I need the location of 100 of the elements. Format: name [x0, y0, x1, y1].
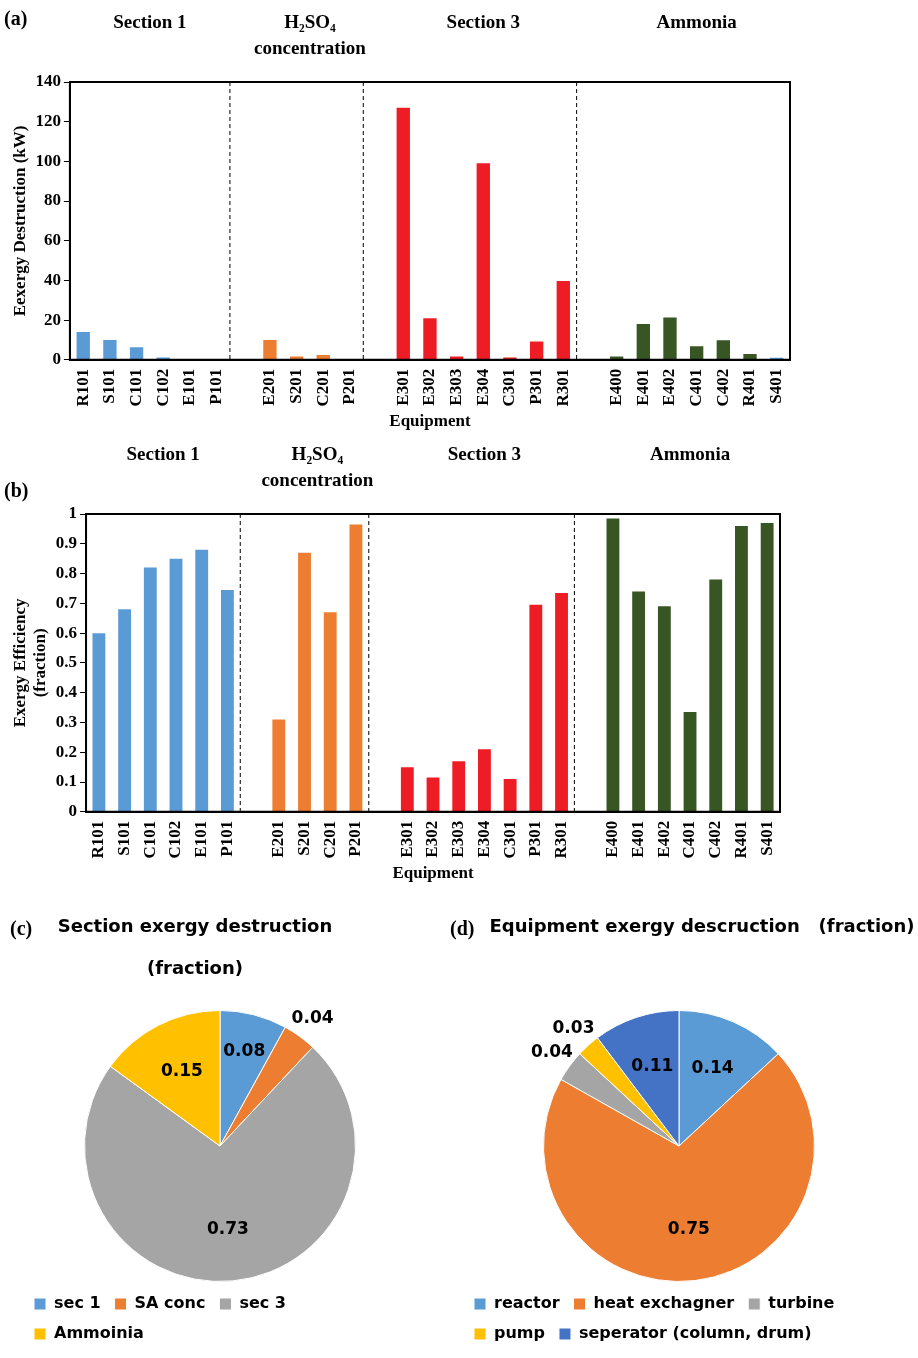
x-tick-label: C401 — [686, 368, 706, 407]
x-tick-label: R301 — [550, 820, 570, 859]
bar — [449, 356, 464, 360]
y-tick-label: 0.2 — [55, 741, 78, 761]
bar — [195, 549, 209, 812]
y-tick-label: 140 — [35, 71, 61, 91]
bar — [220, 589, 234, 812]
bar — [683, 712, 697, 812]
legend-label: reactor — [494, 1293, 560, 1313]
bar — [657, 606, 671, 812]
x-tick-label: S201 — [285, 368, 305, 404]
y-tick-label: 100 — [35, 150, 61, 170]
x-tick-label: C101 — [139, 820, 159, 859]
bar — [263, 339, 277, 360]
bar — [452, 761, 466, 812]
bar — [426, 777, 440, 812]
bar — [423, 318, 437, 360]
bar — [760, 522, 774, 812]
y-tick-label: 0.6 — [55, 622, 78, 642]
data-label: 0.03 — [552, 1017, 595, 1038]
x-tick-label: E101 — [179, 368, 199, 406]
text: Section 1 — [113, 11, 187, 33]
bar — [349, 524, 363, 812]
x-tick-label: S201 — [293, 820, 313, 856]
text: Ammonia — [649, 443, 731, 465]
x-tick-label: E302 — [422, 820, 442, 858]
bar — [529, 604, 543, 812]
bar — [556, 281, 570, 360]
data-label: 0.15 — [160, 1059, 203, 1080]
bar — [636, 324, 650, 360]
x-tick-label: E402 — [659, 368, 679, 406]
legend-label: pump — [494, 1323, 545, 1343]
bar — [689, 346, 704, 360]
y-tick-label: 0.8 — [55, 562, 78, 582]
x-tick-label: R301 — [552, 368, 572, 407]
x-tick-label: E301 — [392, 368, 412, 406]
bar — [92, 633, 106, 812]
legend-label: heat exchagner — [593, 1293, 735, 1313]
chart-title: Section exergy destruction (fraction) — [57, 914, 333, 978]
x-tick-label: C301 — [499, 820, 519, 859]
x-tick-label: E303 — [446, 368, 466, 406]
bar — [529, 341, 544, 360]
bar — [743, 354, 757, 360]
bar — [606, 518, 620, 812]
bar — [735, 525, 748, 812]
text: (b) — [4, 479, 29, 503]
x-tick-label: E401 — [628, 820, 648, 858]
chart-title: Equipment exergy descruction (fraction) — [489, 914, 915, 936]
x-tick-label: C102 — [165, 820, 185, 859]
x-tick-label: E201 — [268, 820, 288, 858]
bar — [289, 356, 304, 360]
y-tick-label: 0.3 — [55, 711, 78, 731]
bar — [503, 779, 517, 812]
y-tick-label: 0.5 — [55, 652, 78, 672]
bar — [169, 558, 183, 812]
text: Section 3 — [446, 11, 520, 33]
y-tick-label: 1 — [68, 503, 78, 523]
x-tick-label: E304 — [473, 820, 493, 858]
text: Ammonia — [656, 11, 738, 33]
x-tick-label: C201 — [319, 820, 339, 859]
x-tick-label: C201 — [312, 368, 332, 407]
bar — [478, 749, 491, 812]
y-tick-label: 20 — [43, 309, 61, 329]
x-tick-label: C402 — [712, 368, 732, 407]
bar — [396, 107, 410, 360]
x-tick-label: S401 — [756, 820, 776, 856]
text: Section 1 — [126, 443, 200, 465]
y-tick-label: 0 — [52, 349, 61, 369]
y-tick-label: 80 — [43, 190, 61, 210]
text: Section 3 — [447, 443, 522, 465]
x-tick-label: E401 — [632, 368, 652, 406]
x-tick-label: R101 — [72, 368, 92, 407]
x-tick-label: P101 — [216, 820, 236, 857]
data-label: 0.11 — [631, 1054, 674, 1075]
x-tick-label: E301 — [396, 820, 416, 858]
y-tick-label: 60 — [43, 230, 61, 250]
y-tick-label: 0.4 — [55, 682, 78, 702]
data-label: 0.73 — [206, 1218, 249, 1239]
x-tick-label: E304 — [472, 368, 492, 406]
bar — [609, 356, 624, 360]
data-label: 0.04 — [291, 1007, 334, 1027]
x-tick-label: E402 — [653, 820, 673, 858]
y-tick-label: 0.9 — [55, 533, 78, 553]
x-tick-label: C102 — [152, 368, 172, 407]
x-tick-label: S401 — [766, 368, 786, 404]
bar — [143, 567, 157, 812]
bar — [76, 332, 90, 360]
x-tick-label: S101 — [99, 368, 119, 404]
x-tick-label: R101 — [88, 820, 108, 859]
x-tick-label: E302 — [419, 368, 439, 406]
y-tick-label: 120 — [35, 111, 61, 131]
y-tick-label: 0.1 — [55, 771, 78, 791]
x-tick-label: E400 — [602, 820, 622, 858]
bar — [298, 552, 311, 812]
data-label: 0.14 — [691, 1057, 734, 1078]
y-tick-label: 0 — [68, 801, 78, 821]
x-axis-title: Equipment — [389, 411, 471, 431]
x-tick-label: R401 — [739, 368, 759, 407]
legend-label: turbine — [768, 1293, 835, 1313]
text: H₂SO₄ concentration — [261, 443, 374, 491]
